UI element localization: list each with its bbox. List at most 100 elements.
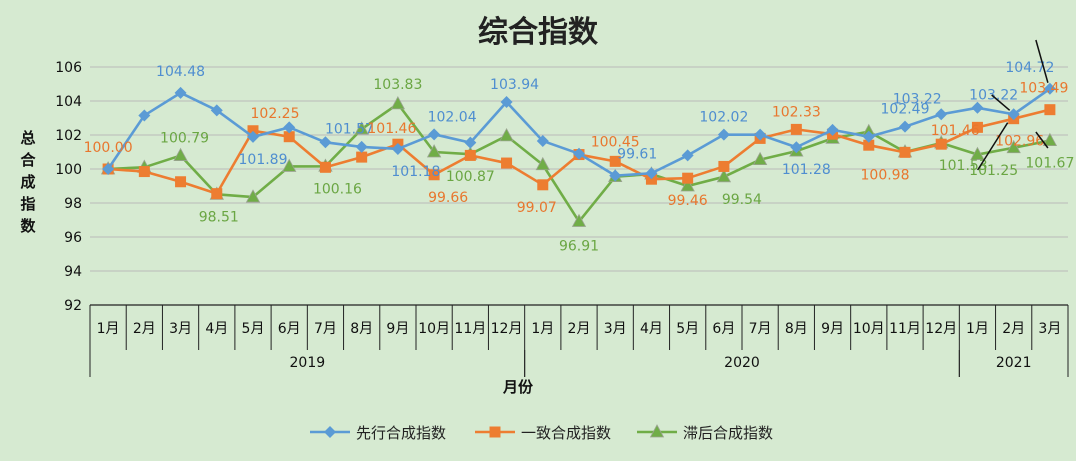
x-tick-label: 4月 [640, 321, 663, 337]
leader-line [991, 94, 1011, 111]
series-point [718, 160, 730, 172]
data-label: 99.46 [668, 193, 708, 209]
series-point [356, 151, 368, 163]
x-tick-label: 5月 [242, 321, 265, 337]
series-point [355, 140, 368, 153]
series-point [211, 188, 223, 200]
series-point [935, 138, 947, 150]
series-point [862, 130, 875, 143]
x-tick-label: 1月 [531, 321, 554, 337]
data-labels: 104.48 101.89 101.57 101.18 102.04 103.94 99.6… [84, 39, 1074, 255]
series-point [173, 147, 188, 161]
series-point [899, 120, 911, 133]
y-axis-title-char: 数 [20, 217, 36, 235]
series-point [717, 128, 730, 141]
x-tick-label: 3月 [1038, 321, 1061, 337]
series-point [464, 136, 477, 149]
series-point [319, 161, 331, 173]
series-point [863, 139, 875, 151]
x-tick-label: 12月 [925, 321, 957, 337]
x-tick-label: 9月 [821, 321, 844, 337]
series-point [680, 178, 695, 192]
x-tick-label: 10月 [418, 321, 450, 337]
series-point [681, 149, 694, 162]
x-tick-label: 6月 [278, 321, 301, 337]
series-point [282, 158, 297, 172]
series-point [826, 123, 839, 136]
data-label: 98.51 [199, 209, 239, 225]
series-point [752, 151, 768, 166]
data-label: 101.89 [239, 152, 288, 168]
data-label: 101.57 [325, 121, 374, 137]
series-point [324, 426, 336, 438]
series-point [464, 149, 476, 161]
series-point [716, 168, 732, 183]
series-point [971, 101, 984, 114]
series-point [790, 123, 802, 135]
legend-entry: 滞后合成指数 [683, 424, 773, 442]
y-tick-label: 94 [64, 264, 82, 280]
x-tick-label: 3月 [604, 321, 627, 337]
series-point [609, 169, 622, 182]
series-point [175, 176, 187, 188]
x-tick-label: 1月 [966, 321, 989, 337]
y-axis-title-char: 成 [20, 173, 35, 191]
series-point [283, 121, 296, 134]
series-point [970, 146, 985, 160]
x-tick-label: 9月 [386, 321, 409, 337]
x-axis-title: 月份 [502, 378, 534, 396]
series-point [1044, 104, 1056, 116]
y-tick-label: 100 [55, 162, 82, 178]
series-point [354, 121, 369, 135]
y-tick-label: 98 [64, 196, 82, 212]
legend-entry: 一致合成指数 [521, 424, 611, 442]
y-axis-title-char: 指 [20, 195, 35, 213]
x-tick-label: 11月 [454, 321, 486, 337]
x-tick-label: 10月 [853, 321, 885, 337]
y-tick-label: 96 [64, 230, 82, 246]
data-label: 104.72 [1005, 60, 1054, 76]
data-label: 100.45 [591, 134, 640, 150]
data-label: 101.46 [931, 123, 980, 139]
data-label: 100.87 [446, 169, 495, 185]
y-tick-label: 104 [55, 94, 82, 110]
data-label: 103.22 [893, 91, 942, 107]
data-label: 99.61 [617, 147, 657, 163]
data-label: 102.25 [251, 106, 300, 122]
series-point [754, 128, 767, 141]
series-point [1006, 139, 1021, 154]
data-label: 100.79 [160, 131, 209, 147]
data-label: 104.48 [156, 64, 205, 80]
x-tick-label: 12月 [491, 321, 523, 337]
series-point [971, 121, 983, 133]
series-point [102, 163, 115, 175]
data-label: 102.96 [995, 134, 1044, 150]
x-tick-label: 3月 [169, 321, 192, 337]
series-point [428, 128, 441, 141]
series-point [245, 189, 261, 203]
y-axis: 92 94 96 98 100 102 104 106 [55, 60, 82, 314]
x-tick-label: 7月 [749, 321, 772, 337]
x-tick-label: 2月 [1002, 321, 1025, 337]
data-label: 103.22 [969, 87, 1018, 103]
x-tick-label: 8月 [350, 321, 373, 337]
year-label: 2019 [290, 355, 326, 371]
y-axis-title-char: 合 [19, 151, 36, 169]
leader-line [977, 122, 1009, 171]
y-tick-label: 102 [55, 128, 82, 144]
x-tick-label: 4月 [205, 321, 228, 337]
series-point [138, 109, 151, 122]
series-point [645, 167, 658, 180]
series-point [573, 147, 585, 160]
x-tick-label: 8月 [785, 321, 808, 337]
data-label: 101.28 [782, 162, 831, 178]
series-point [1007, 108, 1020, 121]
data-label: 100.00 [84, 140, 133, 156]
series-point [500, 96, 513, 109]
series-point [283, 131, 295, 143]
series-point [536, 134, 549, 147]
data-label: 102.33 [772, 104, 821, 120]
data-label: 101.46 [367, 121, 416, 137]
legend-entry: 先行合成指数 [356, 424, 446, 442]
